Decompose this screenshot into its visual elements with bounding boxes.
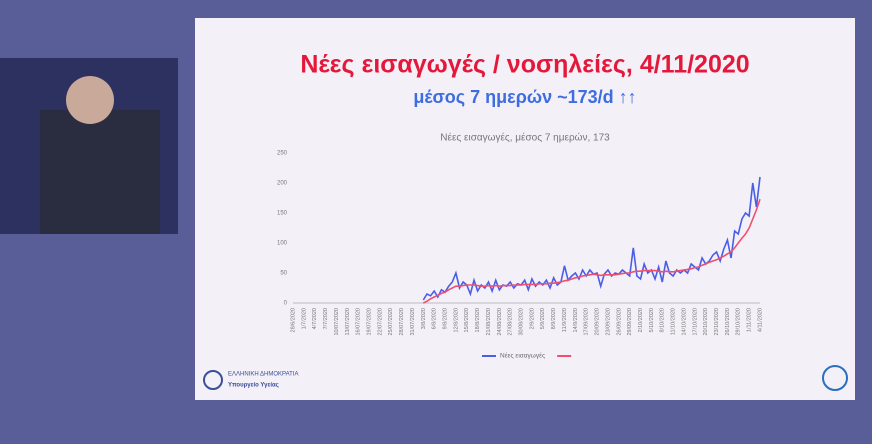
x-tick-label: 14/10/2020 bbox=[681, 308, 687, 336]
y-tick-label: 250 bbox=[277, 151, 288, 157]
emblem bbox=[203, 370, 223, 390]
x-tick-label: 26/09/2020 bbox=[616, 308, 622, 336]
x-tick-label: 28/6/2020 bbox=[290, 308, 296, 332]
ministry-logo bbox=[822, 365, 848, 391]
x-tick-label: 27/08/2020 bbox=[508, 308, 514, 336]
x-tick-label: 4/7/2020 bbox=[312, 308, 318, 329]
x-tick-label: 15/8/2020 bbox=[464, 308, 470, 332]
x-tick-label: 1/7/2020 bbox=[301, 308, 307, 329]
speaker-head bbox=[66, 76, 114, 124]
x-tick-label: 11/9/2020 bbox=[562, 308, 568, 332]
x-tick-label: 20/10/2020 bbox=[703, 308, 709, 336]
x-tick-label: 28/07/2020 bbox=[399, 308, 405, 336]
footer-text: ΕΛΛΗΝΙΚΗ ΔΗΜΟΚΡΑΤΙΑ bbox=[228, 372, 298, 378]
x-tick-label: 5/10/2020 bbox=[649, 308, 655, 332]
y-tick-label: 200 bbox=[277, 181, 288, 187]
x-tick-label: 31/07/2020 bbox=[410, 308, 416, 336]
x-tick-label: 8/9/2020 bbox=[551, 308, 557, 329]
y-tick-label: 50 bbox=[280, 271, 287, 277]
series-line bbox=[422, 176, 761, 301]
x-tick-label: 22/07/2020 bbox=[377, 308, 383, 336]
x-tick-label: 12/8/2020 bbox=[453, 308, 459, 332]
x-tick-label: 18/8/2020 bbox=[475, 308, 481, 332]
x-tick-label: 11/10/2020 bbox=[671, 308, 677, 335]
speaker bbox=[40, 110, 160, 234]
legend-label: Νέες εισαγωγές bbox=[500, 352, 545, 360]
x-tick-label: 25/07/2020 bbox=[388, 308, 394, 336]
x-tick-label: 10/07/2020 bbox=[334, 308, 340, 336]
x-tick-label: 6/8/2020 bbox=[432, 308, 438, 329]
x-tick-label: 30/08/2020 bbox=[519, 308, 525, 336]
series-line bbox=[422, 198, 761, 304]
x-tick-label: 29/10/2020 bbox=[736, 308, 742, 336]
x-tick-label: 21/08/2020 bbox=[486, 308, 492, 336]
x-tick-label: 20/09/2020 bbox=[595, 308, 601, 336]
x-tick-label: 13/07/2020 bbox=[345, 308, 351, 336]
x-tick-label: 26/10/2020 bbox=[725, 308, 731, 336]
x-tick-label: 23/10/2020 bbox=[714, 308, 720, 336]
x-tick-label: 1/11/2020 bbox=[747, 308, 753, 332]
slide-subtitle: μέσος 7 ημερών ~173/d ↑↑ bbox=[413, 87, 636, 107]
x-tick-label: 17/10/2020 bbox=[692, 308, 698, 336]
x-tick-label: 2/10/2020 bbox=[638, 308, 644, 332]
y-tick-label: 0 bbox=[284, 301, 288, 307]
x-tick-label: 24/08/2020 bbox=[497, 308, 503, 336]
x-tick-label: 2/9/2020 bbox=[529, 308, 535, 329]
x-tick-label: 16/07/2020 bbox=[356, 308, 362, 336]
slide bbox=[195, 18, 855, 400]
plot: 0 50 100 150 200 250 28/6/2020 1/7/2020 4/7/2020… bbox=[277, 151, 763, 360]
x-tick-label: 29/09/2020 bbox=[627, 308, 633, 336]
y-tick-label: 150 bbox=[277, 211, 288, 217]
x-tick-label: 7/7/2020 bbox=[323, 308, 329, 329]
chart-title: Νέες εισαγωγές, μέσος 7 ημερών, 173 bbox=[440, 132, 610, 144]
x-tick-label: 17/09/2020 bbox=[584, 308, 590, 336]
x-tick-label: 14/9/2020 bbox=[573, 308, 579, 332]
x-tick-label: 19/07/2020 bbox=[366, 308, 372, 336]
x-tick-label: 4/11/2020 bbox=[757, 308, 763, 332]
y-tick-label: 100 bbox=[277, 241, 288, 247]
x-tick-label: 8/10/2020 bbox=[660, 308, 666, 332]
slide-title: Νέες εισαγωγές / νοσηλείες, 4/11/2020 bbox=[300, 51, 749, 79]
footer-text: Υπουργείο Υγείας bbox=[228, 383, 279, 389]
x-tick-label: 9/8/2020 bbox=[442, 308, 448, 329]
x-tick-label: 23/09/2020 bbox=[605, 308, 611, 336]
x-tick-label: 5/9/2020 bbox=[540, 308, 546, 329]
x-tick-label: 3/8/2020 bbox=[421, 308, 427, 329]
